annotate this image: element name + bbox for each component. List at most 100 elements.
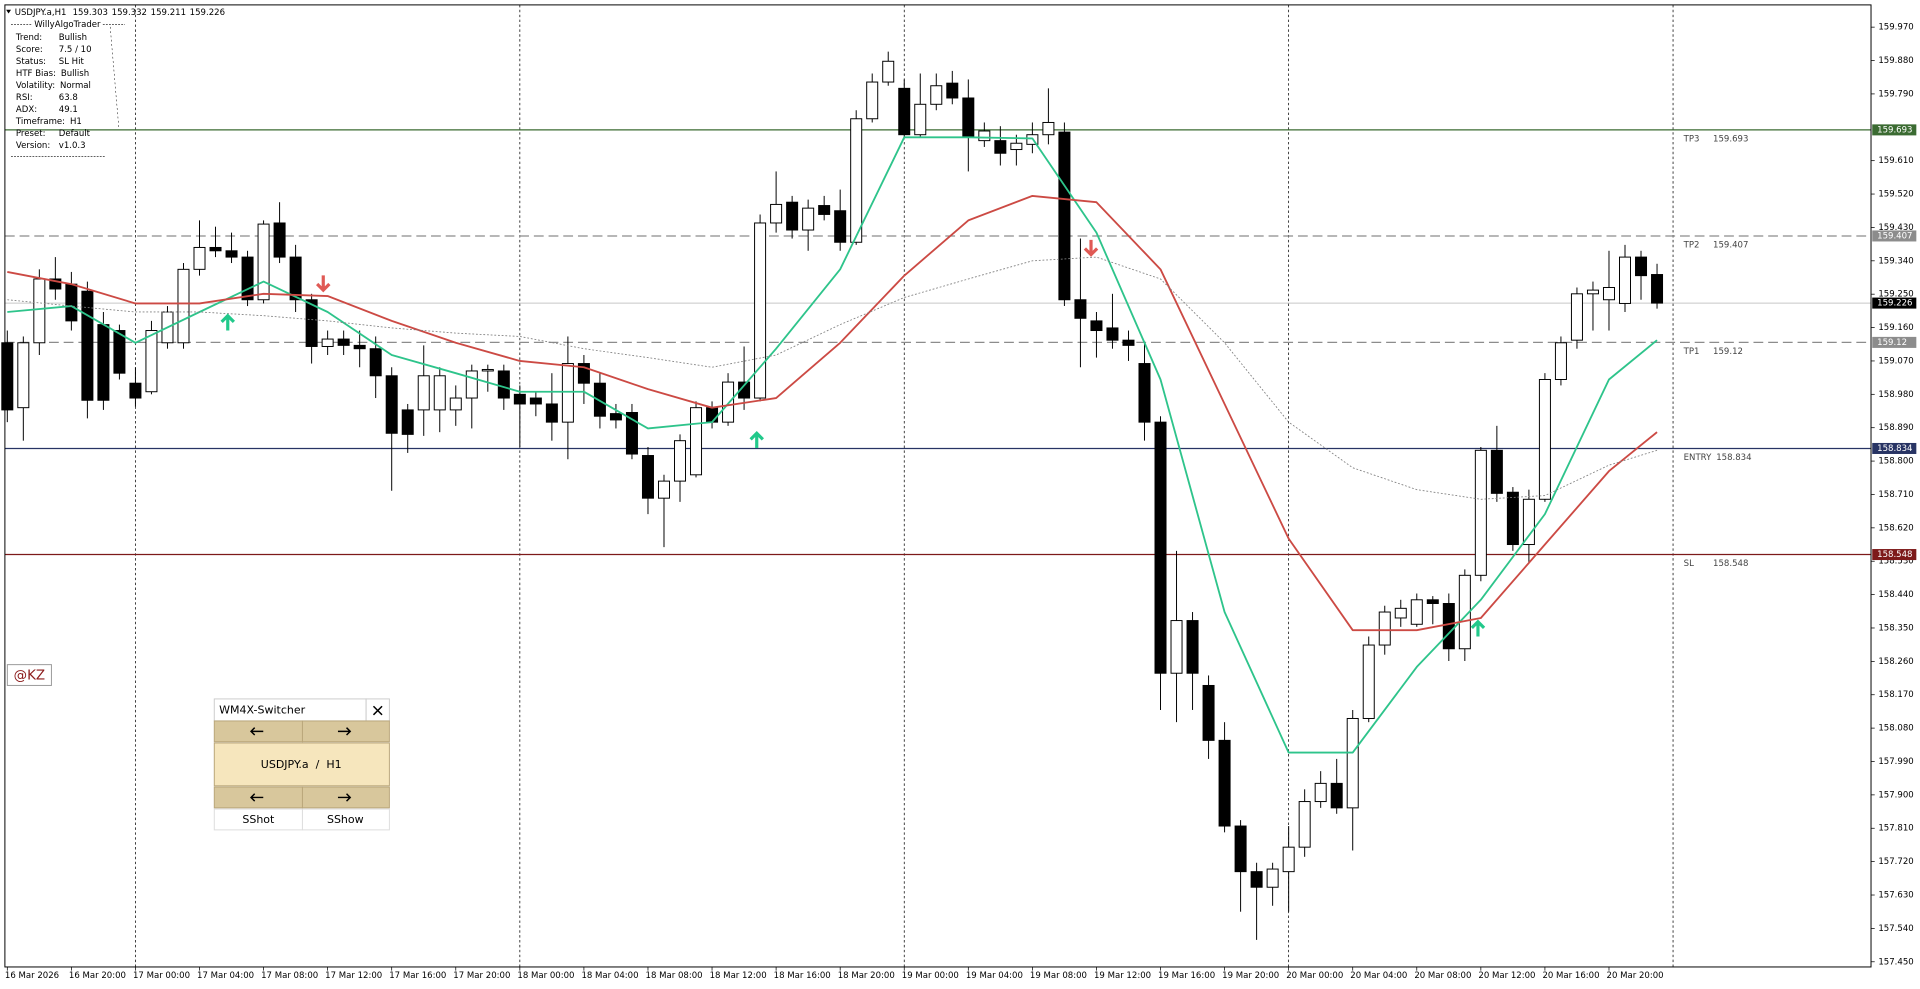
y-tick-label: 159.340 (1878, 256, 1913, 266)
candle-body (1282, 846, 1295, 873)
x-tick-label: 17 Mar 20:00 (453, 971, 510, 981)
candle-body (946, 82, 959, 99)
panel-label: Status: (16, 57, 46, 67)
candle-body (497, 370, 510, 399)
candle-body (1602, 287, 1615, 301)
x-tick-label: 19 Mar 16:00 (1158, 971, 1215, 981)
level-value: 158.834 (1716, 453, 1751, 463)
candle-body (818, 205, 831, 215)
x-tick-label: 18 Mar 12:00 (710, 971, 767, 981)
candle-body (609, 413, 622, 421)
panel-value: Bullish (59, 33, 87, 43)
x-tick-label: 20 Mar 20:00 (1607, 971, 1664, 981)
candle-body (273, 222, 286, 258)
plot-area: 159.970 159.880 159.790 159.610 159.520 159.4… (1, 4, 1917, 981)
panel-label: Timeframe: (15, 117, 65, 127)
level-label: TP2 159.407 (1683, 240, 1749, 250)
symbol-button[interactable] (213, 742, 390, 787)
candle-body (641, 455, 654, 499)
level-axis-label: 158.548 (1877, 550, 1912, 560)
candle-body (577, 363, 590, 384)
candle-body (113, 330, 126, 374)
panel-label: Preset: (16, 129, 46, 139)
close-icon[interactable] (372, 705, 383, 716)
panel-label: Version: (16, 141, 50, 151)
panel-value: H1 (70, 117, 82, 127)
candle-body (850, 118, 863, 243)
candle-body (1266, 868, 1279, 888)
candle-body (1586, 289, 1599, 295)
candle-body (786, 201, 799, 231)
x-tick-label: 17 Mar 08:00 (261, 971, 318, 981)
level-axis-box (1872, 230, 1917, 242)
x-tick-label: 16 Mar 20:00 (69, 971, 126, 981)
y-tick-label: 157.720 (1878, 857, 1913, 867)
header-low: 159.211 (151, 8, 186, 18)
candle-body (593, 382, 606, 417)
candle-body (401, 409, 414, 435)
level-axis-label: 159.12 (1877, 338, 1907, 348)
candle-body (1234, 825, 1247, 873)
symbol-button-label[interactable]: USDJPY.a / H1 (261, 758, 342, 771)
candle-body (1506, 491, 1519, 546)
sshot-label[interactable]: SShot (242, 813, 275, 826)
tag-label: @KZ (14, 669, 46, 684)
header-open: 159.303 (73, 8, 108, 18)
candle-body (978, 130, 991, 142)
right-arrow-icon[interactable] (337, 793, 352, 802)
left-arrow-icon[interactable] (249, 793, 264, 802)
candle-body (81, 290, 94, 401)
sshow-button[interactable] (301, 808, 390, 831)
candle-body (321, 338, 334, 347)
y-tick-label: 157.990 (1878, 757, 1913, 767)
level-label: SL 158.548 (1684, 559, 1749, 569)
info-panel: WillyAlgoTrader Trend: Bullish Score: 7.5 /… (11, 20, 125, 157)
candle-body (65, 283, 78, 322)
menu-triangle[interactable] (6, 9, 12, 14)
y-tick-label: 157.810 (1878, 824, 1913, 834)
x-tick-label: 18 Mar 00:00 (517, 971, 574, 981)
candle-body (145, 330, 158, 393)
candle-body (962, 97, 975, 138)
left-arrow-icon[interactable] (249, 727, 264, 736)
indicator-line (7, 194, 1658, 632)
level-value: 159.12 (1713, 346, 1743, 356)
y-tick-label: 158.710 (1878, 490, 1913, 500)
right-arrow-icon[interactable] (337, 727, 352, 736)
panel-value: 49.1 (59, 105, 78, 115)
candle-body (898, 87, 911, 136)
panel-value: Bullish (61, 69, 89, 79)
candle-body (289, 256, 302, 301)
candle-body (1474, 449, 1487, 576)
indicator-line (7, 136, 1658, 754)
candle-body (1378, 611, 1391, 646)
plot-frame (4, 4, 1872, 968)
panel-value: 7.5 / 10 (59, 45, 92, 55)
chart-header: USDJPY.a,H1 159.303 159.332 159.211 159.226 (15, 8, 225, 18)
candle-body (337, 338, 350, 346)
current-price-box (1872, 297, 1917, 309)
level-label: TP3 159.693 (1683, 134, 1749, 144)
x-tick-label: 17 Mar 00:00 (133, 971, 190, 981)
candle-body (465, 370, 478, 399)
x-tick-label: 19 Mar 12:00 (1094, 971, 1151, 981)
candle-body (529, 397, 542, 405)
candle-body (49, 278, 62, 290)
sshow-label[interactable]: SShow (327, 813, 364, 826)
header-high: 159.332 (112, 8, 147, 18)
signal-arrows (220, 239, 1486, 637)
x-tick-label: 18 Mar 16:00 (774, 971, 831, 981)
candle-body (1554, 342, 1567, 380)
level-axis-label: 159.693 (1877, 125, 1912, 135)
symbol: USDJPY.a,H1 (15, 8, 67, 18)
panel-label: ADX: (16, 105, 37, 115)
panel-value: 63.8 (59, 93, 78, 103)
candle-body (1122, 339, 1135, 346)
y-tick-label: 158.260 (1878, 657, 1913, 667)
level-name: SL (1684, 559, 1694, 569)
candle-body (834, 210, 847, 243)
candle-body (1362, 644, 1375, 719)
candle-body (706, 407, 719, 423)
header-close: 159.226 (190, 8, 225, 18)
